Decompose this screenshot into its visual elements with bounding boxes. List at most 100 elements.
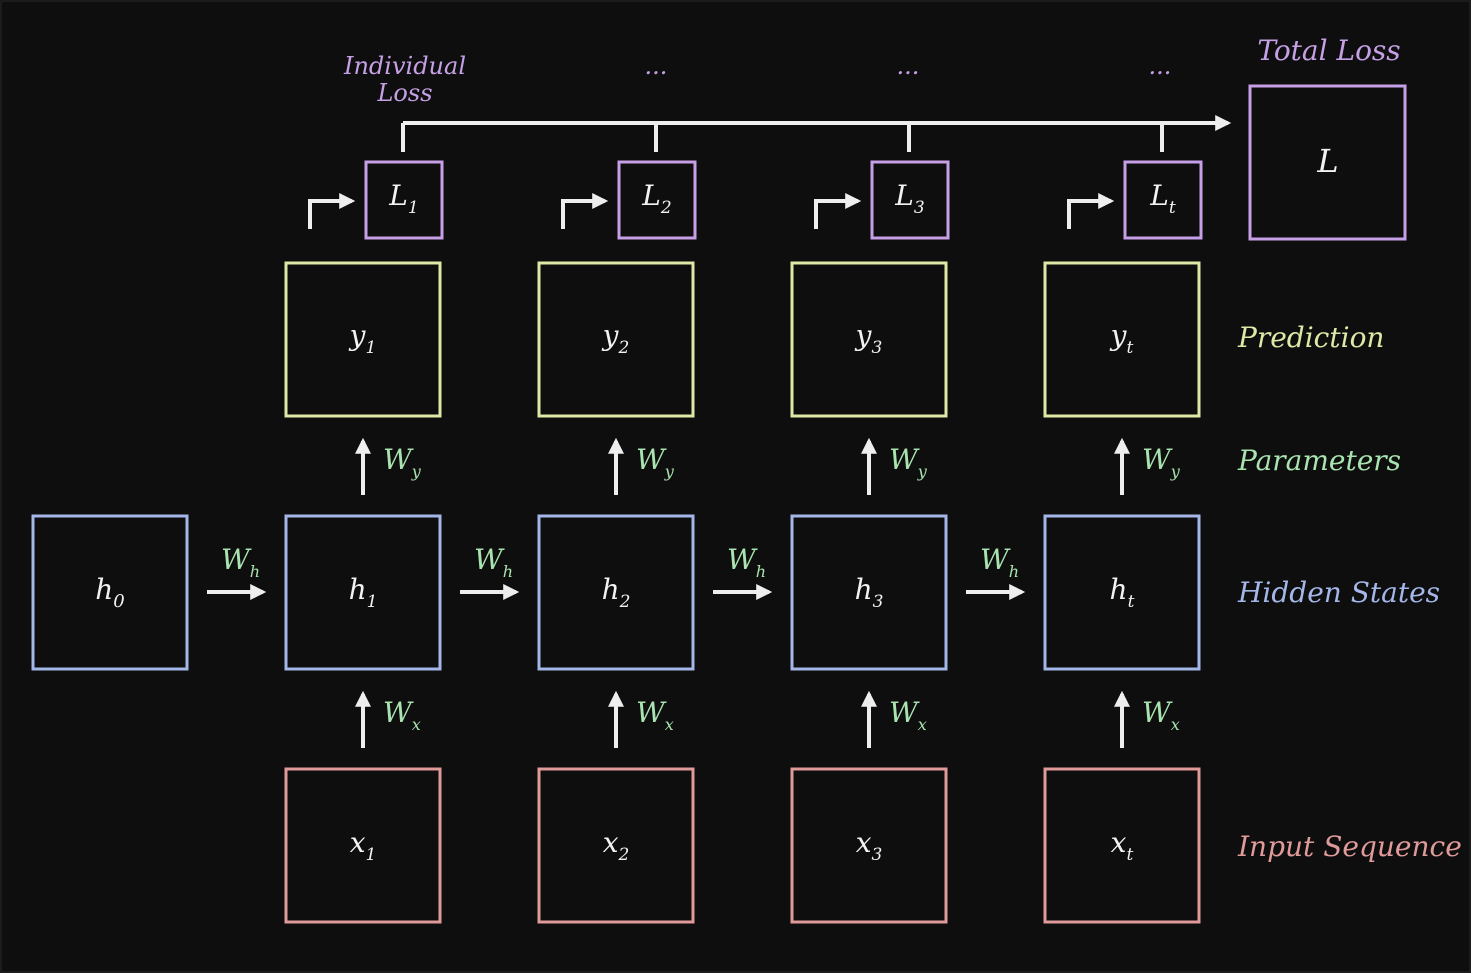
loss-elbow-arrow-1 xyxy=(308,193,356,229)
wh-sub-3: h xyxy=(756,562,766,581)
wx-sub-1: x xyxy=(412,715,421,734)
loss-elbow-arrow-2 xyxy=(561,193,609,229)
total-loss-box xyxy=(1248,84,1407,241)
time-steps: x1h1y1L1WxWyWhx2h2y2L2WxWyWhx3h3y3L3WxWy… xyxy=(207,123,1203,924)
input-box-2 xyxy=(537,767,695,924)
hidden-box-2 xyxy=(537,514,695,671)
wy-label-3: Wy xyxy=(889,443,928,481)
prediction-label-2: y2 xyxy=(601,319,630,358)
loss-elbow-arrow-4 xyxy=(1067,193,1115,229)
hidden-label-4: ht xyxy=(1110,573,1135,612)
loss-label-4-base: L xyxy=(1149,179,1169,212)
hidden-label-2-base: h xyxy=(602,573,620,606)
wx-label-2: Wx xyxy=(636,696,674,734)
input-label-1-base: x xyxy=(350,826,366,859)
total-loss-symbol: L xyxy=(1316,142,1338,180)
prediction-box-1 xyxy=(284,261,442,418)
input-box-4 xyxy=(1043,767,1201,924)
wy-sub-3: y xyxy=(917,462,928,481)
individual-loss-label-line1: Individual xyxy=(343,52,466,80)
wy-base-3: W xyxy=(889,443,920,476)
input-label-3: x3 xyxy=(856,826,883,865)
wx-label-4: Wx xyxy=(1142,696,1180,734)
hidden-states-label: Hidden States xyxy=(1237,576,1440,609)
individual-loss-label-line2: Loss xyxy=(376,79,432,107)
hidden-box-4 xyxy=(1043,514,1201,671)
loss-label-4: Lt xyxy=(1149,179,1176,218)
wy-base-2: W xyxy=(636,443,667,476)
input-label-2-sub: 2 xyxy=(617,845,629,865)
h0-sub: 0 xyxy=(113,591,124,612)
ellipsis-2: ... xyxy=(897,52,920,80)
input-box-3 xyxy=(790,767,948,924)
prediction-box-4 xyxy=(1043,261,1201,418)
input-label-4: xt xyxy=(1111,826,1134,865)
hidden-box-3 xyxy=(790,514,948,671)
hidden-label-1-sub: 1 xyxy=(367,592,378,612)
wy-sub-2: y xyxy=(664,462,675,481)
wx-base-1: W xyxy=(383,696,414,729)
hidden-label-3-sub: 3 xyxy=(873,592,884,612)
prediction-label-3-base: y xyxy=(854,319,873,352)
input-label-3-sub: 3 xyxy=(871,845,882,865)
wx-label-1: Wx xyxy=(383,696,421,734)
prediction-label: Prediction xyxy=(1237,321,1384,354)
hidden-label-1-base: h xyxy=(349,573,367,606)
ellipsis-1: ... xyxy=(645,52,668,80)
input-label-2: x2 xyxy=(603,826,630,865)
input-sequence-label: Input Sequence xyxy=(1237,830,1462,863)
input-label-1-sub: 1 xyxy=(365,845,376,865)
wy-base-4: W xyxy=(1142,443,1173,476)
wh-sub-4: h xyxy=(1009,562,1019,581)
hidden-state-h0: h0 xyxy=(31,514,189,671)
wh-sub-2: h xyxy=(503,562,513,581)
wy-sub-1: y xyxy=(411,462,422,481)
loss-label-3: L3 xyxy=(894,179,924,218)
hidden-label-3-base: h xyxy=(855,573,873,606)
wx-base-4: W xyxy=(1142,696,1173,729)
wx-sub-2: x xyxy=(665,715,674,734)
wh-label-2: Wh xyxy=(474,543,513,581)
loss-label-2: L2 xyxy=(641,179,671,218)
loss-label-1: L1 xyxy=(388,179,418,218)
input-label-3-base: x xyxy=(856,826,872,859)
prediction-box-2 xyxy=(537,261,695,418)
hidden-label-1: h1 xyxy=(349,573,378,612)
prediction-label-3-sub: 3 xyxy=(872,338,883,358)
prediction-label-4: yt xyxy=(1109,319,1134,358)
prediction-label-4-base: y xyxy=(1109,319,1128,352)
loss-label-1-sub: 1 xyxy=(408,198,419,218)
hidden-label-2: h2 xyxy=(602,573,631,612)
wy-label-1: Wy xyxy=(383,443,422,481)
loss-box-4 xyxy=(1123,160,1203,240)
wh-base-4: W xyxy=(980,543,1011,576)
hidden-label-3: h3 xyxy=(855,573,884,612)
total-loss-label: Total Loss xyxy=(1257,34,1400,67)
wx-label-3: Wx xyxy=(889,696,927,734)
loss-label-2-sub: 2 xyxy=(660,198,672,218)
wh-label-4: Wh xyxy=(980,543,1019,581)
wh-label-1: Wh xyxy=(221,543,260,581)
prediction-label-1: y1 xyxy=(348,319,377,358)
prediction-label-2-sub: 2 xyxy=(618,338,630,358)
prediction-label-1-base: y xyxy=(348,319,367,352)
wx-base-3: W xyxy=(889,696,920,729)
wh-base-1: W xyxy=(221,543,252,576)
parameters-label: Parameters xyxy=(1237,444,1401,477)
loss-label-3-base: L xyxy=(894,179,914,212)
loss-label-3-sub: 3 xyxy=(914,198,925,218)
wx-sub-4: x xyxy=(1171,715,1180,734)
loss-label-1-base: L xyxy=(388,179,408,212)
h0-base: h xyxy=(95,573,113,606)
wh-base-3: W xyxy=(727,543,758,576)
hidden-label-2-sub: 2 xyxy=(619,592,631,612)
loss-label-2-base: L xyxy=(641,179,661,212)
input-label-4-sub: t xyxy=(1126,845,1133,865)
input-label-2-base: x xyxy=(603,826,619,859)
hidden-label-4-sub: t xyxy=(1128,592,1135,612)
prediction-label-3: y3 xyxy=(854,319,883,358)
